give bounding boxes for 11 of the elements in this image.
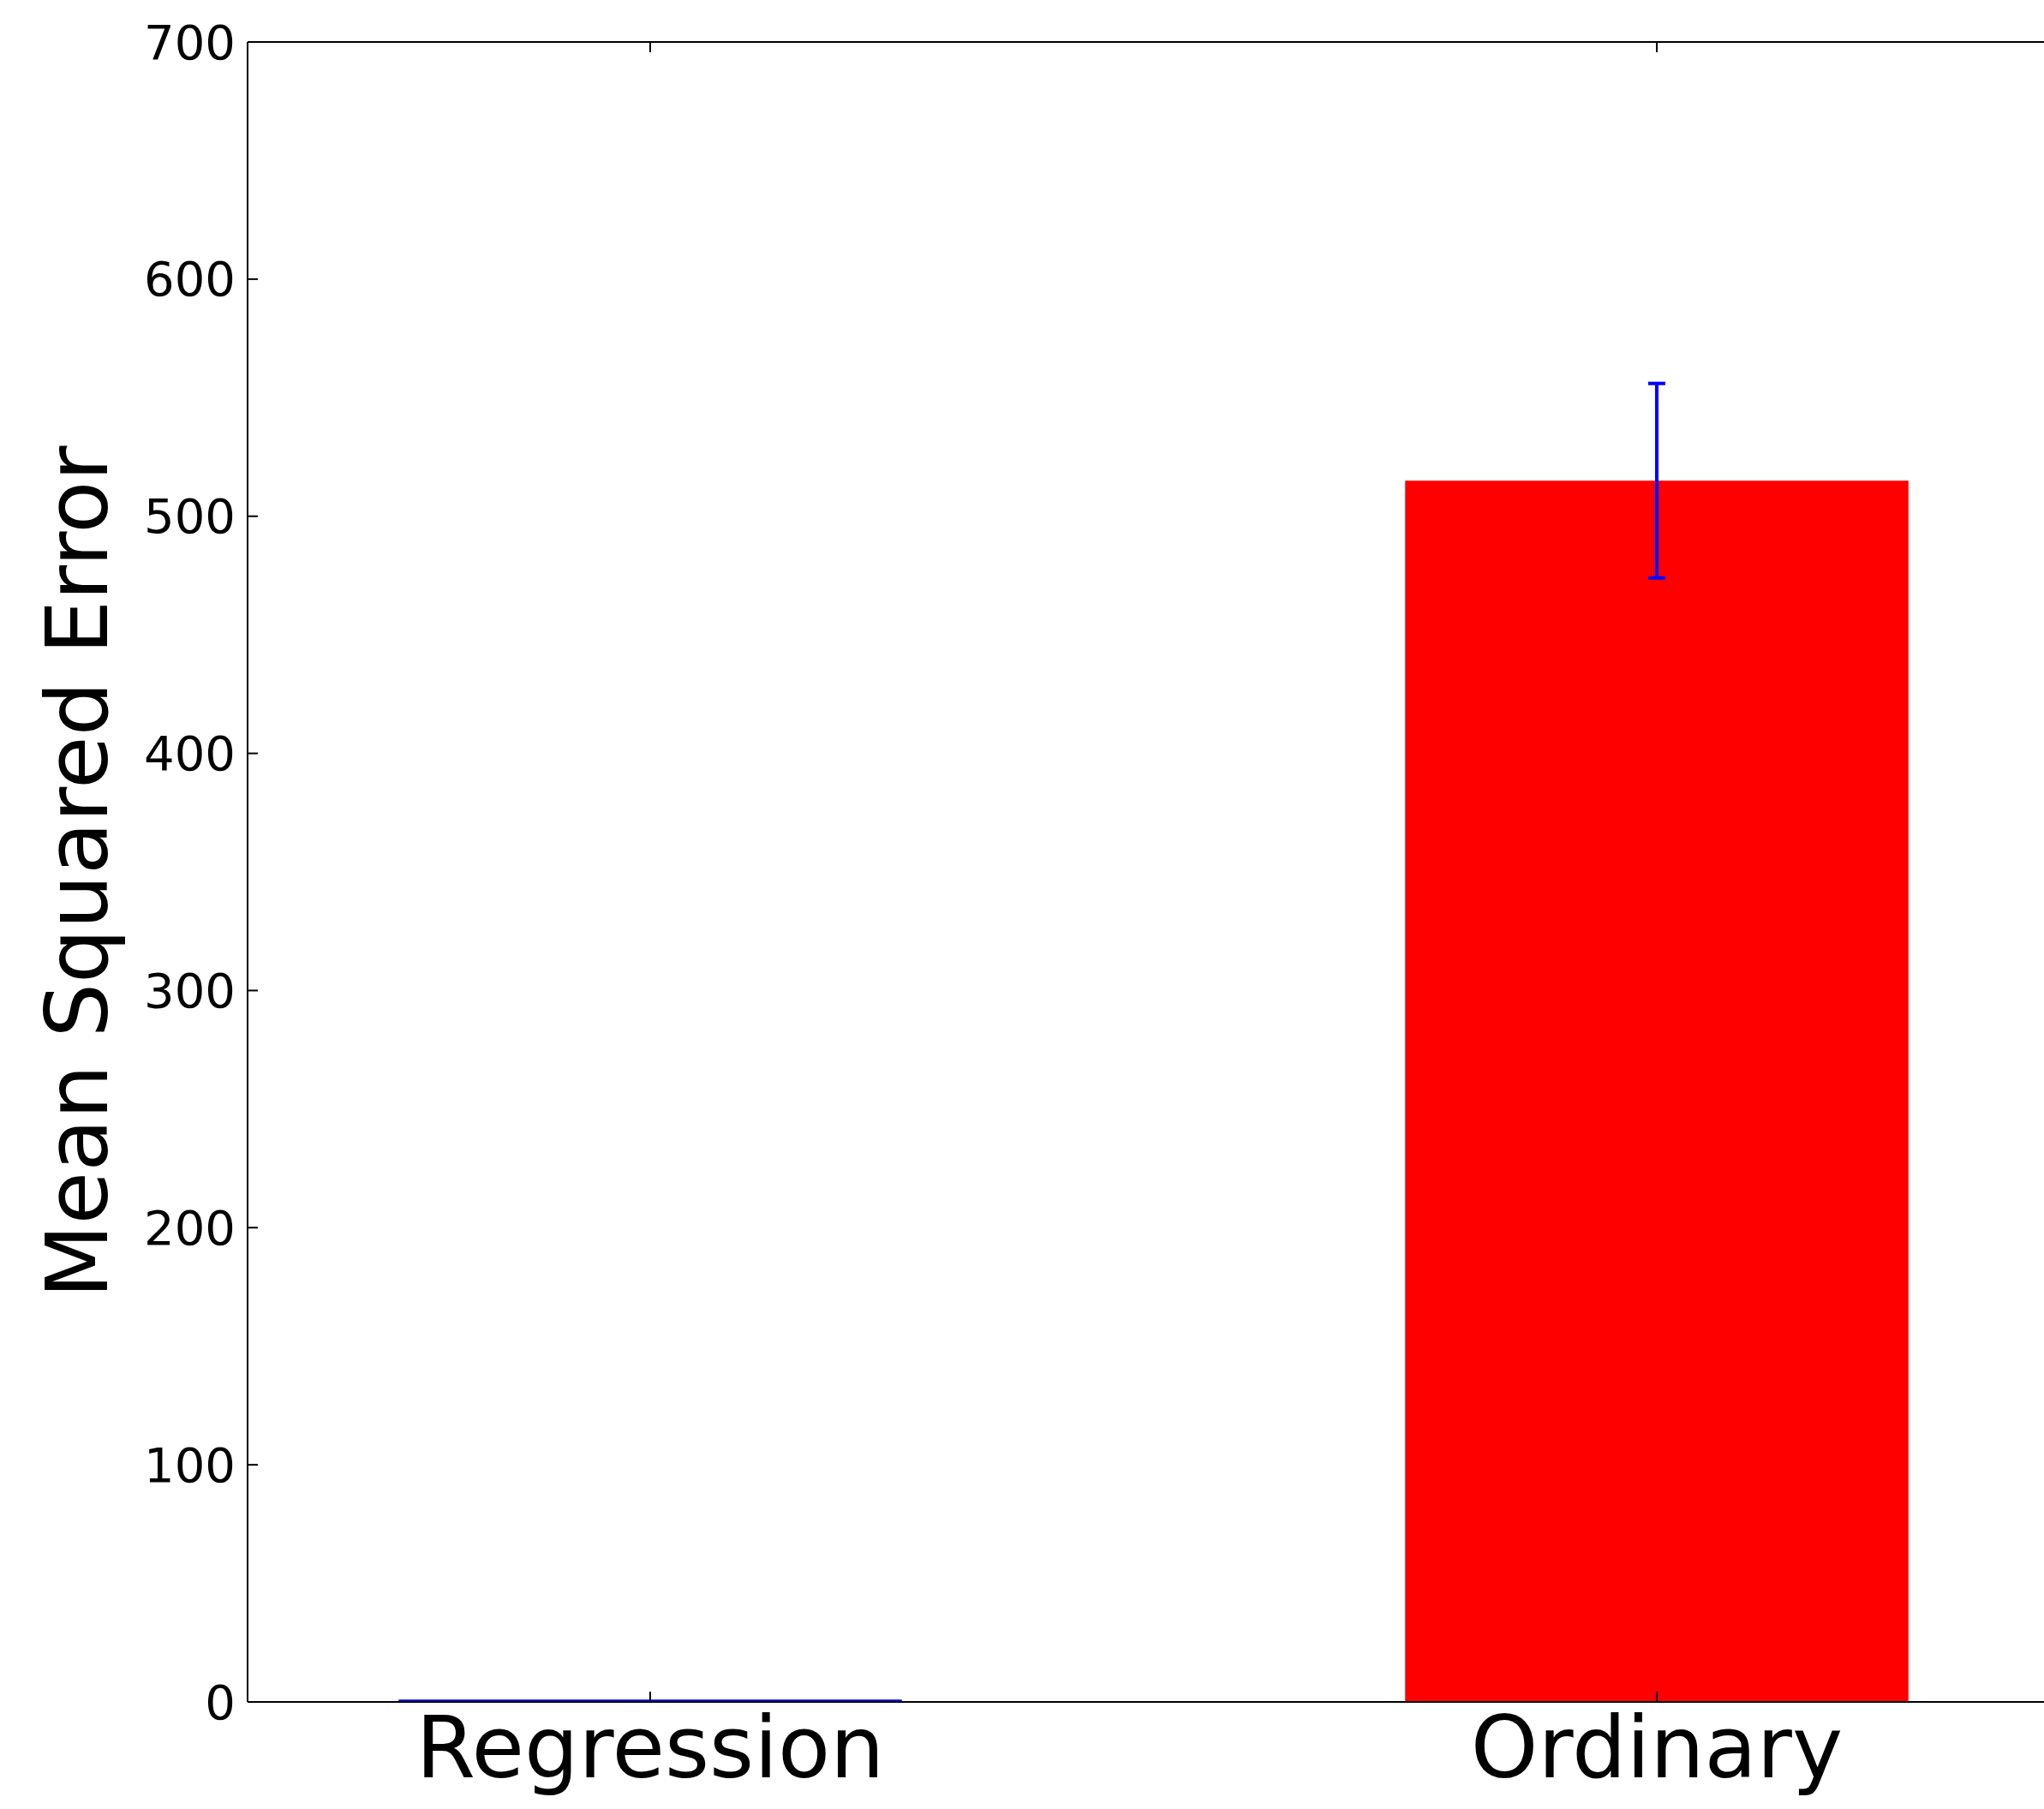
y-tick-label: 700 bbox=[144, 14, 236, 70]
y-tick-label: 400 bbox=[144, 725, 236, 782]
y-axis-title: Mean Squared Error bbox=[27, 445, 128, 1299]
y-tick-label: 600 bbox=[144, 251, 236, 307]
y-tick-label: 500 bbox=[144, 488, 236, 545]
x-tick-label: Ordinary bbox=[1470, 1698, 1844, 1798]
y-tick-label: 100 bbox=[144, 1436, 236, 1493]
y-tick-label: 0 bbox=[205, 1674, 236, 1730]
y-tick-label: 300 bbox=[144, 963, 236, 1019]
x-tick-label: Regression bbox=[415, 1698, 885, 1798]
y-tick-label: 200 bbox=[144, 1199, 236, 1256]
